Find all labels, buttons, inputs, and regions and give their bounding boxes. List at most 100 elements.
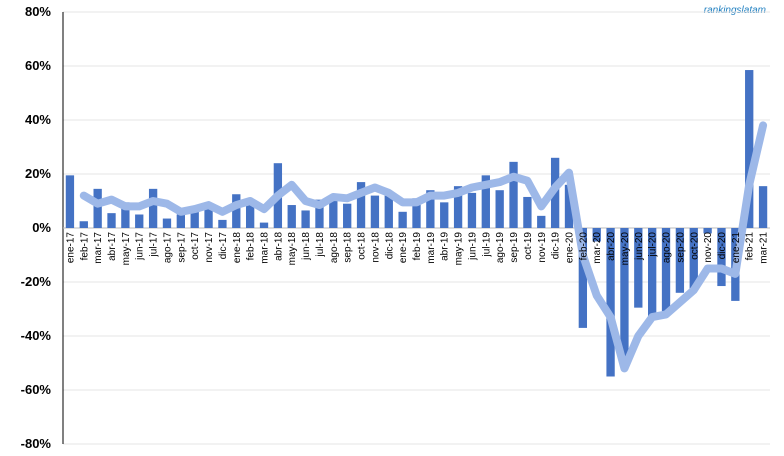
y-tick-label: -60% [21, 382, 52, 397]
bar [65, 175, 75, 228]
x-tick-label: jul-19 [481, 232, 492, 258]
x-tick-label: oct-20 [689, 232, 700, 260]
x-tick-label: mar-17 [93, 232, 104, 264]
bar [758, 186, 768, 228]
x-tick-label: abr-20 [606, 232, 617, 261]
x-tick-label: may-20 [620, 232, 631, 266]
bar [93, 188, 102, 228]
x-tick-label: mar-21 [759, 232, 770, 264]
x-tick-label: abr-17 [107, 232, 118, 261]
bar [703, 228, 712, 234]
bar [648, 228, 657, 320]
x-tick-label: nov-19 [537, 232, 548, 263]
y-tick-label: 20% [25, 166, 51, 181]
bar [412, 198, 421, 228]
bar [259, 222, 269, 228]
x-tick-label: may-17 [121, 232, 132, 266]
y-tick-label: 80% [25, 4, 51, 19]
x-tick-label: ene-21 [731, 232, 742, 264]
x-tick-label: feb-17 [79, 232, 90, 261]
bar [356, 182, 366, 228]
x-tick-label: dic-19 [551, 232, 562, 260]
x-tick-label: may-19 [454, 232, 465, 266]
x-tick-label: feb-21 [745, 232, 756, 261]
bar [661, 228, 671, 315]
x-tick-label: sep-19 [509, 232, 520, 263]
bar [717, 228, 726, 287]
bar [287, 205, 296, 228]
x-tick-label: jul-18 [315, 232, 326, 258]
x-tick-label: abr-18 [273, 232, 284, 261]
bar [606, 228, 615, 377]
x-tick-label: abr-19 [440, 232, 451, 261]
bar [315, 199, 324, 228]
y-tick-label: 0% [32, 220, 51, 235]
x-tick-label: feb-18 [246, 232, 257, 261]
bar [453, 186, 463, 228]
bar [398, 211, 407, 228]
bar [384, 195, 393, 228]
bar [620, 228, 629, 359]
x-tick-label: dic-17 [218, 232, 229, 260]
x-tick-label: feb-19 [412, 232, 423, 261]
x-tick-label: jun-17 [135, 232, 146, 261]
bar [176, 214, 185, 228]
x-tick-label: mar-18 [260, 232, 271, 264]
bar [121, 202, 130, 228]
line [79, 121, 768, 373]
bar [148, 188, 158, 228]
x-tick-label: ene-20 [564, 232, 575, 264]
bar [634, 228, 643, 308]
bar [426, 190, 435, 228]
bar [135, 214, 144, 228]
bar [190, 206, 199, 228]
y-tick-label: -40% [21, 328, 52, 343]
x-tick-label: oct-18 [357, 232, 368, 260]
x-tick-label: jul-20 [648, 232, 659, 258]
x-tick-label: nov-20 [703, 232, 714, 263]
bar [440, 202, 449, 228]
x-tick-label: oct-19 [523, 232, 534, 260]
y-tick-label: 40% [25, 112, 51, 127]
bar [495, 190, 504, 228]
y-tick-label: 60% [25, 58, 51, 73]
bar [523, 196, 532, 228]
bar [218, 219, 227, 228]
x-tick-label: ago-19 [495, 232, 506, 264]
x-tick-label: nov-17 [204, 232, 215, 263]
x-tick-label: dic-18 [384, 232, 395, 260]
y-tick-label: -80% [21, 436, 52, 451]
bar [79, 221, 88, 228]
x-tick-label: sep-17 [176, 232, 187, 263]
x-tick-label: jul-17 [149, 232, 160, 258]
bar [509, 161, 518, 228]
x-tick-label: ene-19 [398, 232, 409, 264]
bar [689, 228, 698, 289]
x-tick-label: ene-17 [65, 232, 76, 264]
x-tick-label: feb-20 [578, 232, 589, 261]
bar [162, 218, 172, 228]
x-tick-label: dic-20 [717, 232, 728, 260]
bar [675, 228, 685, 293]
x-tick-label: ago-20 [662, 232, 673, 264]
bar [232, 194, 241, 228]
x-tick-label: ago-18 [329, 232, 340, 264]
bar [329, 198, 338, 228]
bar [578, 228, 588, 328]
bar [564, 184, 574, 228]
x-tick-label: may-18 [287, 232, 298, 266]
bar [537, 215, 546, 228]
x-tick-label: jun-19 [467, 232, 478, 261]
x-tick-label: mar-19 [426, 232, 437, 264]
bar [592, 228, 601, 242]
y-tick-label: -20% [21, 274, 52, 289]
x-tick-label: jun-20 [634, 232, 645, 261]
bar [467, 192, 477, 228]
x-tick-label: jun-18 [301, 232, 312, 261]
bar [481, 175, 490, 228]
x-tick-label: oct-17 [190, 232, 201, 260]
watermark: rankingslatam [704, 5, 766, 16]
x-tick-label: ago-17 [162, 232, 173, 264]
x-tick-label: sep-18 [343, 232, 354, 263]
